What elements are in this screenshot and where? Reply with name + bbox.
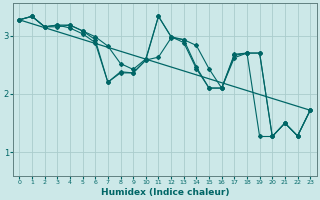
X-axis label: Humidex (Indice chaleur): Humidex (Indice chaleur) xyxy=(100,188,229,197)
